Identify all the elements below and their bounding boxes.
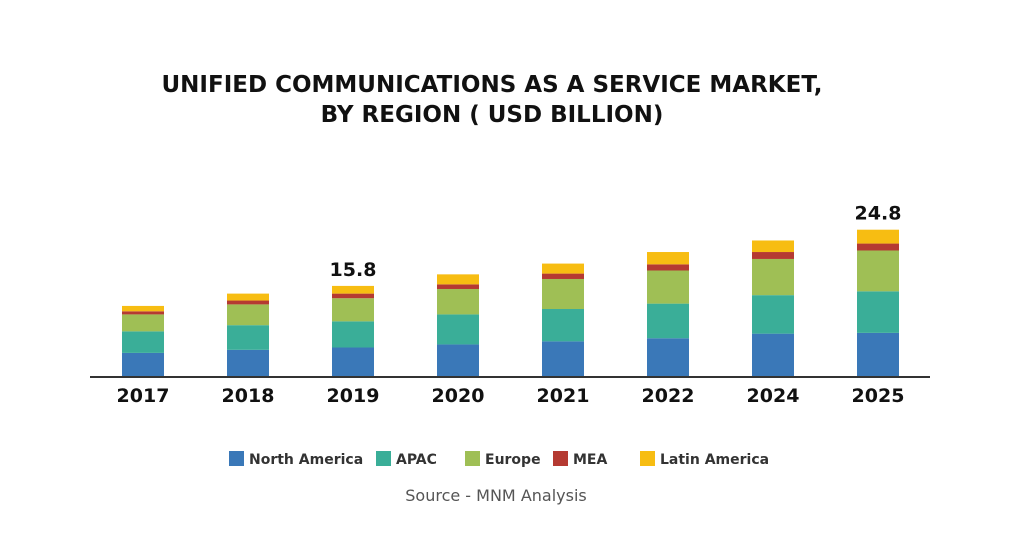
chart-title-line-1: UNIFIED COMMUNICATIONS AS A SERVICE MARK… bbox=[162, 72, 823, 98]
bar-segment-2022-mea bbox=[647, 264, 689, 271]
x-tick-label-2021: 2021 bbox=[537, 385, 590, 407]
bar-segment-2017-apac bbox=[122, 331, 164, 353]
bar-segment-2018-apac bbox=[227, 325, 269, 350]
x-tick-label-2025: 2025 bbox=[852, 385, 905, 407]
bar-segment-2017-europe bbox=[122, 314, 164, 332]
legend-label-mea: MEA bbox=[573, 452, 607, 468]
bar-segment-2021-apac bbox=[542, 309, 584, 342]
x-tick-labels: 2017 2018 2019 2020 2021 2022 2024 2025 bbox=[117, 385, 905, 407]
legend-swatch-latin-america bbox=[640, 451, 655, 466]
source-note: Source - MNM Analysis bbox=[405, 486, 586, 505]
bar-segment-2025-mea bbox=[857, 243, 899, 251]
bar-segment-2025-north-america bbox=[857, 332, 899, 376]
bar-segment-2021-latin-america bbox=[542, 263, 584, 274]
legend-label-apac: APAC bbox=[396, 452, 437, 468]
bar-segment-2018-latin-america bbox=[227, 293, 269, 301]
bar-segment-2022-europe bbox=[647, 270, 689, 304]
legend-label-latin-america: Latin America bbox=[660, 452, 769, 468]
bar-segment-2020-mea bbox=[437, 284, 479, 289]
x-tick-label-2022: 2022 bbox=[642, 385, 695, 407]
bar-segment-2024-apac bbox=[752, 295, 794, 334]
bar-segment-2021-europe bbox=[542, 278, 584, 310]
bar-segment-2020-north-america bbox=[437, 344, 479, 376]
bar-segment-2024-north-america bbox=[752, 333, 794, 376]
bar-segment-2018-north-america bbox=[227, 349, 269, 376]
legend-swatch-apac bbox=[376, 451, 391, 466]
data-label-2019: 15.8 bbox=[330, 259, 377, 281]
bar-segment-2020-latin-america bbox=[437, 274, 479, 285]
legend-label-north-america: North America bbox=[249, 452, 363, 468]
bar-segment-2021-mea bbox=[542, 273, 584, 279]
bar-segment-2017-mea bbox=[122, 311, 164, 315]
bar-segment-2018-mea bbox=[227, 300, 269, 305]
bar-segment-2019-north-america bbox=[332, 347, 374, 376]
x-tick-label-2020: 2020 bbox=[432, 385, 485, 407]
bar-segment-2024-latin-america bbox=[752, 240, 794, 253]
legend-label-europe: Europe bbox=[485, 452, 541, 468]
bar-segment-2019-latin-america bbox=[332, 285, 374, 294]
bar-segment-2017-north-america bbox=[122, 352, 164, 376]
bar-segment-2025-latin-america bbox=[857, 229, 899, 244]
bars-group bbox=[122, 229, 899, 376]
bar-segment-2022-latin-america bbox=[647, 252, 689, 265]
legend: North America APAC Europe MEA Latin America bbox=[229, 451, 769, 468]
bar-segment-2022-north-america bbox=[647, 338, 689, 376]
chart-title-line-2: BY REGION ( USD BILLION) bbox=[321, 102, 664, 128]
x-tick-label-2024: 2024 bbox=[747, 385, 800, 407]
bar-segment-2022-apac bbox=[647, 303, 689, 339]
bar-segment-2020-apac bbox=[437, 314, 479, 345]
bar-segment-2020-europe bbox=[437, 288, 479, 315]
bar-segment-2018-europe bbox=[227, 304, 269, 326]
x-tick-label-2018: 2018 bbox=[222, 385, 275, 407]
x-tick-label-2019: 2019 bbox=[327, 385, 380, 407]
x-tick-label-2017: 2017 bbox=[117, 385, 170, 407]
data-label-2025: 24.8 bbox=[855, 203, 902, 225]
legend-swatch-mea bbox=[553, 451, 568, 466]
legend-swatch-north-america bbox=[229, 451, 244, 466]
bar-segment-2019-mea bbox=[332, 293, 374, 299]
legend-swatch-europe bbox=[465, 451, 480, 466]
bar-segment-2024-mea bbox=[752, 252, 794, 259]
bar-segment-2024-europe bbox=[752, 258, 794, 296]
data-labels: 15.8 24.8 bbox=[330, 203, 902, 281]
bar-segment-2019-europe bbox=[332, 298, 374, 322]
bar-segment-2019-apac bbox=[332, 321, 374, 348]
bar-segment-2025-apac bbox=[857, 291, 899, 333]
bar-segment-2025-europe bbox=[857, 250, 899, 292]
bar-segment-2017-latin-america bbox=[122, 305, 164, 312]
bar-segment-2021-north-america bbox=[542, 341, 584, 376]
